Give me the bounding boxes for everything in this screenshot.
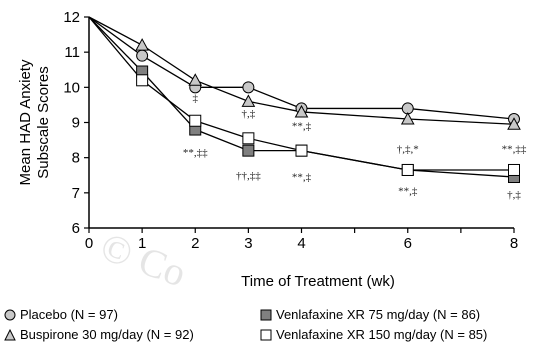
data-point — [295, 144, 308, 157]
data-point — [294, 104, 309, 118]
data-point — [401, 163, 414, 176]
y-tick-label: 11 — [64, 44, 80, 61]
data-point — [136, 49, 149, 62]
legend-label-buspirone: Buspirone 30 mg/day (N = 92) — [20, 327, 194, 342]
data-point — [241, 94, 256, 107]
data-point — [242, 81, 255, 94]
x-tick-label: 8 — [510, 235, 518, 252]
data-point — [189, 114, 202, 127]
significance-annotation: †,‡,* — [397, 143, 419, 155]
significance-annotation: ††,‡‡ — [236, 170, 261, 182]
significance-annotation: **,‡ — [292, 121, 312, 133]
significance-annotation: †,‡ — [507, 189, 521, 201]
significance-annotation: **,‡ — [292, 172, 312, 184]
x-tick-label: 4 — [297, 235, 305, 252]
y-tick-label: 8 — [72, 150, 80, 167]
legend-item-venlafaxine-150: Venlafaxine XR 150 mg/day (N = 85) — [260, 327, 487, 342]
significance-annotation: **,‡‡ — [183, 147, 208, 159]
annotations: ‡ **,‡‡ †,‡ ††,‡‡ **,‡ **,‡ †,‡,* **,‡ **,‡‡ †,‡ — [183, 92, 527, 201]
data-point — [136, 74, 149, 87]
y-tick-label: 9 — [72, 115, 80, 132]
y-tick-label: 6 — [72, 220, 80, 237]
x-tick-label: 0 — [85, 235, 93, 252]
significance-annotation: ‡ — [193, 92, 199, 104]
legend-label-venlafaxine-150: Venlafaxine XR 150 mg/day (N = 85) — [276, 327, 488, 342]
data-point — [188, 73, 203, 86]
significance-annotation: **,‡ — [398, 186, 418, 198]
filled-square-marker-icon — [260, 309, 272, 320]
significance-annotation: **,‡‡ — [502, 143, 527, 155]
x-axis-label: Time of Treatment (wk) — [241, 273, 395, 290]
x-tick-label: 1 — [138, 235, 146, 252]
x-tick-label: 2 — [191, 235, 199, 252]
data-point — [400, 111, 415, 125]
y-tick-label: 12 — [63, 9, 80, 26]
significance-annotation: †,‡ — [242, 108, 256, 120]
data-point — [508, 163, 520, 176]
data-point — [507, 117, 521, 130]
circle-marker-icon — [4, 309, 16, 320]
data-point — [242, 144, 255, 157]
legend-item-buspirone: Buspirone 30 mg/day (N = 92) — [4, 327, 194, 342]
data-point — [242, 132, 255, 145]
y-axis-label: Mean HAD AnxietySubscale Scores — [17, 59, 52, 185]
series-markers — [135, 38, 521, 184]
data-point — [135, 38, 149, 51]
x-tick-label: 6 — [404, 235, 412, 252]
x-tick-label: 3 — [244, 235, 252, 252]
legend: Placebo (N = 97) Buspirone 30 mg/day (N … — [4, 302, 536, 350]
open-square-marker-icon — [260, 329, 272, 340]
y-axis-label-line: Subscale Scores — [35, 66, 52, 179]
y-tick-label: 10 — [63, 79, 80, 96]
legend-label-venlafaxine-75: Venlafaxine XR 75 mg/day (N = 86) — [276, 307, 481, 322]
legend-item-venlafaxine-75: Venlafaxine XR 75 mg/day (N = 86) — [260, 307, 480, 322]
triangle-marker-icon — [4, 328, 16, 340]
y-tick-label: 7 — [72, 185, 80, 202]
legend-item-placebo: Placebo (N = 97) — [4, 307, 118, 322]
y-axis-label-line: Mean HAD Anxiety — [17, 59, 34, 185]
legend-label-placebo: Placebo (N = 97) — [20, 307, 118, 322]
